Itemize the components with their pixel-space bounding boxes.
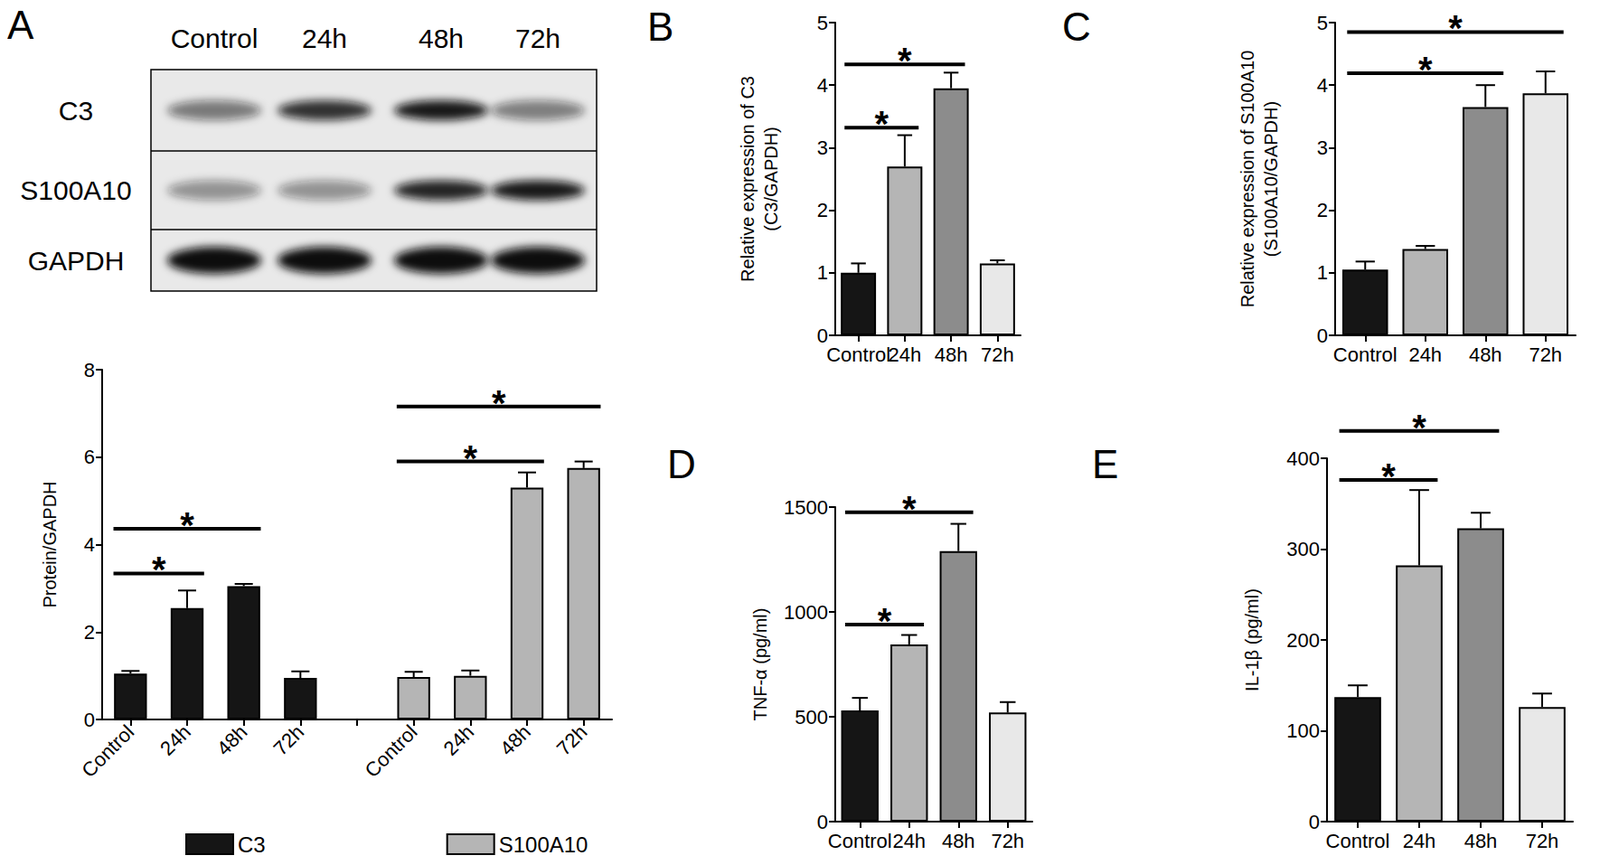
svg-text:72h: 72h — [980, 343, 1015, 367]
svg-text:S100A10: S100A10 — [19, 175, 132, 206]
svg-text:2: 2 — [1317, 198, 1328, 222]
svg-text:0: 0 — [1317, 324, 1328, 348]
svg-text:3: 3 — [817, 136, 829, 160]
svg-text:Control: Control — [828, 829, 893, 853]
svg-text:*: * — [1448, 8, 1463, 48]
svg-text:*: * — [1418, 49, 1433, 90]
svg-text:200: 200 — [1286, 629, 1320, 652]
svg-text:Protein/GAPDH: Protein/GAPDH — [39, 480, 60, 608]
svg-text:0: 0 — [817, 810, 829, 834]
svg-text:2: 2 — [84, 621, 95, 644]
svg-text:Control: Control — [826, 343, 891, 367]
svg-text:4: 4 — [84, 533, 95, 556]
svg-text:Relative expression of C3: Relative expression of C3 — [737, 75, 758, 283]
svg-text:GAPDH: GAPDH — [28, 245, 125, 276]
svg-text:*: * — [874, 103, 889, 144]
svg-text:72h: 72h — [269, 720, 310, 761]
svg-text:72h: 72h — [1528, 343, 1563, 367]
svg-text:C3: C3 — [237, 832, 266, 857]
svg-text:*: * — [179, 505, 195, 546]
svg-text:72h: 72h — [1525, 829, 1560, 853]
svg-text:0: 0 — [1308, 810, 1320, 834]
svg-text:5: 5 — [1317, 11, 1328, 35]
svg-text:Control: Control — [1326, 829, 1391, 853]
svg-text:*: * — [1381, 456, 1396, 497]
svg-text:48h: 48h — [1464, 829, 1498, 853]
svg-text:48h: 48h — [941, 829, 976, 853]
svg-text:400: 400 — [1286, 447, 1320, 471]
svg-text:48h: 48h — [495, 720, 536, 761]
svg-text:100: 100 — [1286, 719, 1320, 743]
svg-text:48h: 48h — [418, 23, 464, 54]
svg-text:1500: 1500 — [783, 496, 829, 519]
svg-text:24h: 24h — [301, 23, 348, 54]
svg-text:*: * — [151, 549, 167, 590]
svg-text:*: * — [897, 40, 913, 81]
html-text:D: D — [667, 442, 696, 487]
svg-text:Relative expression of S100A10: Relative expression of S100A10 — [1237, 50, 1258, 309]
svg-text:1: 1 — [817, 261, 829, 284]
svg-text:Control: Control — [76, 720, 139, 782]
svg-text:6: 6 — [84, 445, 95, 469]
svg-text:5: 5 — [817, 11, 829, 35]
svg-text:0: 0 — [816, 324, 829, 347]
svg-text:48h: 48h — [1468, 343, 1503, 367]
svg-text:48h: 48h — [934, 343, 969, 367]
svg-text:24h: 24h — [888, 343, 923, 367]
html-text:C: C — [1062, 4, 1091, 49]
html-text:E: E — [1091, 442, 1119, 487]
svg-text:72h: 72h — [515, 23, 561, 54]
svg-text:3: 3 — [1317, 136, 1328, 160]
svg-text:24h: 24h — [892, 829, 926, 853]
svg-text:*: * — [491, 383, 507, 424]
svg-text:*: * — [1411, 407, 1427, 448]
svg-text:2: 2 — [817, 198, 829, 222]
svg-text:C3: C3 — [58, 95, 94, 126]
svg-text:Control: Control — [170, 23, 259, 54]
svg-text:(S100A10/GAPDH): (S100A10/GAPDH) — [1261, 101, 1281, 257]
svg-text:S100A10: S100A10 — [498, 832, 589, 857]
svg-text:300: 300 — [1286, 537, 1320, 561]
svg-text:(C3/GAPDH): (C3/GAPDH) — [761, 126, 782, 232]
svg-text:*: * — [902, 489, 917, 529]
svg-text:0: 0 — [84, 708, 95, 732]
svg-text:TNF-α (pg/ml): TNF-α (pg/ml) — [750, 608, 771, 722]
svg-text:24h: 24h — [439, 720, 480, 761]
svg-text:Control: Control — [1333, 343, 1398, 367]
svg-text:1: 1 — [1317, 261, 1328, 284]
svg-text:48h: 48h — [212, 720, 253, 761]
svg-text:72h: 72h — [990, 829, 1025, 853]
svg-text:4: 4 — [817, 74, 829, 97]
svg-text:8: 8 — [84, 358, 95, 382]
html-text:B: B — [647, 4, 674, 49]
svg-text:4: 4 — [1317, 74, 1328, 97]
svg-text:Control: Control — [360, 720, 423, 782]
svg-text:IL-1β (pg/ml): IL-1β (pg/ml) — [1242, 588, 1262, 692]
svg-text:24h: 24h — [1402, 829, 1437, 853]
svg-text:*: * — [463, 438, 479, 479]
html-text:A: A — [7, 2, 34, 48]
svg-text:1000: 1000 — [783, 601, 829, 624]
svg-text:72h: 72h — [552, 720, 593, 761]
svg-text:500: 500 — [794, 705, 829, 729]
svg-text:24h: 24h — [155, 720, 196, 761]
svg-text:*: * — [877, 601, 893, 641]
svg-text:24h: 24h — [1408, 343, 1442, 367]
